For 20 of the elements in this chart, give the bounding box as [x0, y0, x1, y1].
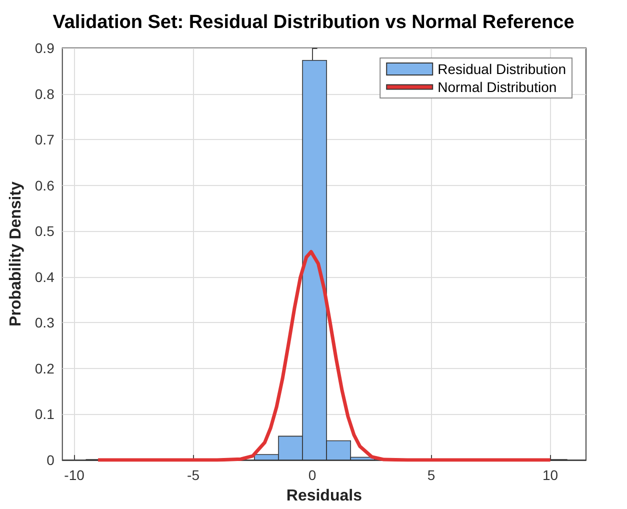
y-tick-label: 0.7 — [34, 132, 55, 148]
x-tick-label: 5 — [427, 467, 436, 483]
y-tick-label: 0.1 — [34, 406, 55, 422]
legend-label: Residual Distribution — [438, 61, 566, 77]
y-tick-label: 0.9 — [34, 40, 55, 56]
y-tick-label: 0.4 — [34, 268, 55, 285]
y-tick-label: 0.2 — [34, 360, 55, 376]
y-tick-label: 0.8 — [34, 86, 55, 102]
x-axis-title: Residuals — [286, 488, 362, 504]
legend-label: Normal Distribution — [438, 79, 557, 95]
y-tick-label: 0.6 — [34, 177, 55, 194]
y-tick-label: 0 — [46, 452, 55, 468]
y-axis-title: Probability Density — [8, 181, 24, 326]
x-tick-label: 10 — [542, 467, 558, 483]
x-tick-label: -10 — [64, 467, 85, 483]
y-tick-label: 0.5 — [34, 223, 55, 240]
x-tick-label: -5 — [187, 467, 200, 483]
x-tick-label: 0 — [308, 467, 316, 483]
y-tick-label: 0.3 — [34, 314, 55, 331]
chart-title: Validation Set: Residual Distribution vs Normal Reference — [52, 12, 574, 33]
